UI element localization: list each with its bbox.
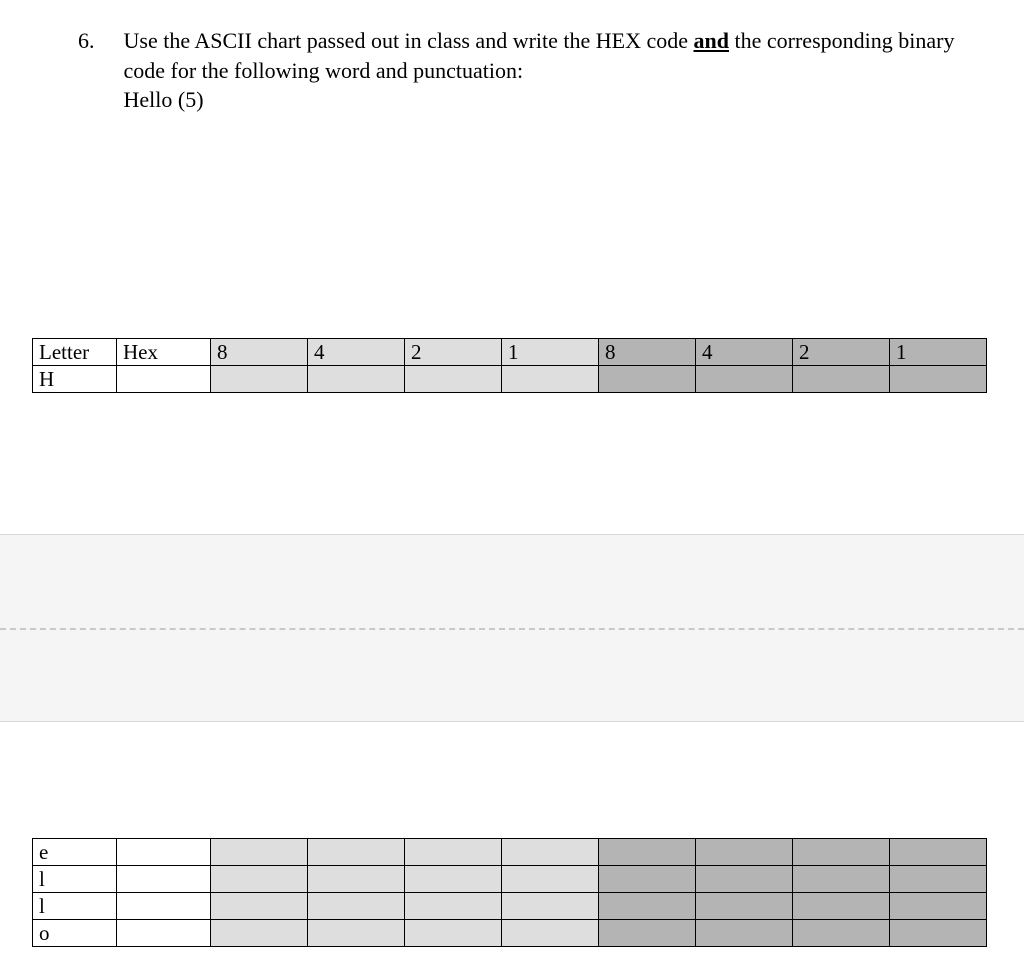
cell-g2 xyxy=(793,839,890,866)
cell-g1 xyxy=(502,366,599,393)
dashed-line xyxy=(0,628,1024,630)
cell-g2 xyxy=(793,366,890,393)
header-hex: Hex xyxy=(117,339,211,366)
question-text-p3: Hello (5) xyxy=(124,87,204,112)
cell-g2 xyxy=(599,920,696,947)
cell-g1 xyxy=(308,366,405,393)
cell-g2 xyxy=(696,866,793,893)
cell-g2 xyxy=(599,866,696,893)
question-body: Use the ASCII chart passed out in class … xyxy=(124,26,964,115)
cell-letter-e: e xyxy=(33,839,117,866)
cell-g1 xyxy=(211,893,308,920)
cell-g1 xyxy=(405,893,502,920)
cell-g2 xyxy=(696,366,793,393)
cell-g2 xyxy=(890,366,987,393)
cell-g1 xyxy=(308,893,405,920)
header-g2-2: 2 xyxy=(793,339,890,366)
cell-g2 xyxy=(599,366,696,393)
cell-g1 xyxy=(211,366,308,393)
cell-g1 xyxy=(405,366,502,393)
cell-g2 xyxy=(793,866,890,893)
page: 6. Use the ASCII chart passed out in cla… xyxy=(0,0,1024,976)
header-g1-4: 4 xyxy=(308,339,405,366)
cell-g2 xyxy=(599,839,696,866)
cell-letter-H: H xyxy=(33,366,117,393)
header-letter: Letter xyxy=(33,339,117,366)
cell-g1 xyxy=(211,866,308,893)
header-g2-1: 1 xyxy=(890,339,987,366)
cell-letter-l2: l xyxy=(33,893,117,920)
header-g1-2: 2 xyxy=(405,339,502,366)
header-g2-8: 8 xyxy=(599,339,696,366)
question-text-p1: Use the ASCII chart passed out in class … xyxy=(124,28,694,53)
cell-g1 xyxy=(211,839,308,866)
header-g2-4: 4 xyxy=(696,339,793,366)
cell-g2 xyxy=(696,839,793,866)
table-row: H xyxy=(33,366,987,393)
cell-hex-l2 xyxy=(117,893,211,920)
cell-g1 xyxy=(502,839,599,866)
table-row: o xyxy=(33,920,987,947)
cell-g1 xyxy=(211,920,308,947)
cell-g2 xyxy=(890,893,987,920)
cell-g1 xyxy=(502,866,599,893)
table-header-row: Letter Hex 8 4 2 1 8 4 2 1 xyxy=(33,339,987,366)
header-g1-1: 1 xyxy=(502,339,599,366)
cell-g2 xyxy=(890,866,987,893)
question-text-and: and xyxy=(694,28,729,53)
cell-g2 xyxy=(793,893,890,920)
cell-g2 xyxy=(599,893,696,920)
table-row: l xyxy=(33,866,987,893)
cell-g1 xyxy=(502,893,599,920)
cell-letter-o: o xyxy=(33,920,117,947)
cell-g2 xyxy=(890,920,987,947)
ascii-table-top: Letter Hex 8 4 2 1 8 4 2 1 H xyxy=(32,338,987,393)
ascii-table-bottom: e l l xyxy=(32,838,987,947)
cell-g1 xyxy=(308,920,405,947)
cell-g2 xyxy=(890,839,987,866)
cell-hex-e xyxy=(117,839,211,866)
question-number: 6. xyxy=(78,26,118,56)
cell-g1 xyxy=(502,920,599,947)
cell-hex-o xyxy=(117,920,211,947)
cell-letter-l1: l xyxy=(33,866,117,893)
cell-g1 xyxy=(405,920,502,947)
header-g1-8: 8 xyxy=(211,339,308,366)
cell-g2 xyxy=(696,920,793,947)
cell-g1 xyxy=(308,866,405,893)
table-row: l xyxy=(33,893,987,920)
cell-hex-l1 xyxy=(117,866,211,893)
cell-g1 xyxy=(405,839,502,866)
cell-g1 xyxy=(308,839,405,866)
cell-g2 xyxy=(696,893,793,920)
cell-g1 xyxy=(405,866,502,893)
cell-hex-H xyxy=(117,366,211,393)
cell-g2 xyxy=(793,920,890,947)
question-block: 6. Use the ASCII chart passed out in cla… xyxy=(78,26,978,115)
table-row: e xyxy=(33,839,987,866)
